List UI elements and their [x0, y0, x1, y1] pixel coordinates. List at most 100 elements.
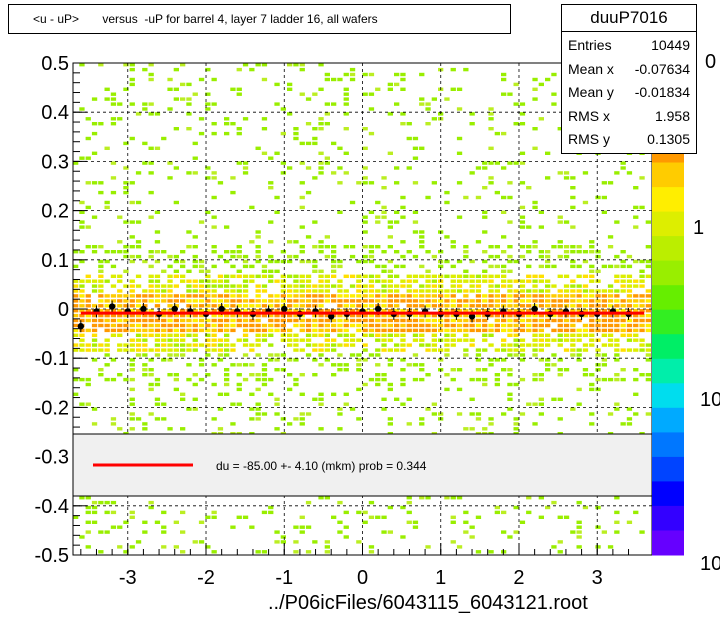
heatmap-cell	[104, 363, 110, 367]
heatmap-cell	[362, 294, 368, 298]
heatmap-cell	[142, 353, 148, 357]
colorbar-labels: 0 1 10 10	[693, 51, 720, 575]
colorbar-segment	[652, 432, 684, 458]
heatmap-cell	[614, 353, 620, 357]
heatmap-cell	[274, 402, 280, 406]
heatmap-cell	[475, 240, 482, 244]
heatmap-cell	[626, 284, 633, 288]
heatmap-cell	[249, 363, 255, 367]
heatmap-cell	[438, 294, 444, 298]
heatmap-cell	[242, 323, 249, 328]
heatmap-cell	[249, 67, 255, 72]
heatmap-cell	[337, 530, 343, 534]
heatmap-cell	[633, 510, 639, 515]
heatmap-cell	[400, 284, 406, 288]
heatmap-cell	[557, 171, 563, 175]
heatmap-cell	[375, 515, 381, 519]
heatmap-cell	[368, 500, 375, 505]
heatmap-cell	[324, 161, 330, 165]
heatmap-cell	[488, 422, 494, 426]
heatmap-cell	[211, 338, 217, 342]
heatmap-cell	[387, 274, 393, 278]
heatmap-cell	[192, 540, 198, 544]
heatmap-cell	[91, 151, 98, 155]
heatmap-cell	[513, 161, 519, 165]
heatmap-cell	[456, 87, 463, 91]
heatmap-cell	[368, 318, 375, 323]
heatmap-cell	[173, 294, 179, 298]
heatmap-cell	[261, 264, 268, 269]
heatmap-cell	[79, 309, 85, 313]
heatmap-cell	[324, 343, 330, 347]
heatmap-cell	[538, 117, 544, 121]
heatmap-cell	[463, 318, 469, 323]
heatmap-cell	[570, 294, 576, 298]
heatmap-cell	[186, 112, 192, 116]
heatmap-cell	[173, 304, 179, 308]
heatmap-cell	[148, 505, 154, 510]
heatmap-cell	[261, 368, 268, 372]
heatmap-cell	[186, 318, 192, 323]
heatmap-cell	[368, 131, 375, 136]
heatmap-cell	[633, 215, 639, 219]
heatmap-cell	[192, 284, 198, 288]
heatmap-cell	[148, 72, 154, 77]
heatmap-cell	[519, 289, 526, 293]
heatmap-cell	[173, 333, 179, 337]
heatmap-cell	[507, 373, 513, 377]
heatmap-cell	[161, 348, 167, 352]
stats-value: 10449	[651, 37, 690, 53]
heatmap-cell	[287, 299, 293, 303]
heatmap-cell	[475, 309, 482, 313]
heatmap-cell	[123, 181, 129, 185]
heatmap-cell	[280, 299, 286, 303]
heatmap-cell	[570, 323, 576, 328]
heatmap-cell	[148, 146, 154, 150]
heatmap-cell	[205, 299, 211, 303]
heatmap-cell	[154, 112, 161, 116]
heatmap-cell	[494, 274, 500, 278]
heatmap-cell	[356, 304, 362, 308]
heatmap-cell	[394, 313, 400, 318]
heatmap-cell	[211, 294, 217, 298]
heatmap-cell	[595, 299, 601, 303]
heatmap-cell	[507, 392, 513, 396]
heatmap-cell	[142, 348, 148, 352]
heatmap-cell	[519, 284, 526, 288]
heatmap-cell	[551, 299, 557, 303]
heatmap-cell	[312, 92, 318, 96]
heatmap-cell	[117, 343, 123, 347]
heatmap-cell	[167, 328, 173, 333]
heatmap-cell	[161, 358, 167, 362]
heatmap-cell	[501, 264, 507, 269]
heatmap-cell	[91, 333, 98, 337]
heatmap-cell	[274, 427, 280, 431]
heatmap-cell	[104, 200, 110, 205]
heatmap-cell	[450, 338, 456, 342]
heatmap-cell	[607, 313, 614, 318]
heatmap-cell	[626, 254, 633, 259]
heatmap-cell	[180, 550, 186, 554]
heatmap-cell	[488, 309, 494, 313]
heatmap-cell	[394, 250, 400, 254]
heatmap-cell	[211, 323, 217, 328]
heatmap-cell	[224, 382, 230, 387]
heatmap-cell	[148, 368, 154, 372]
heatmap-cell	[236, 299, 242, 303]
heatmap-cell	[161, 294, 167, 298]
heatmap-cell	[419, 97, 425, 101]
heatmap-cell	[318, 328, 324, 333]
heatmap-cell	[287, 259, 293, 264]
heatmap-cell	[123, 245, 129, 249]
heatmap-cell	[444, 343, 450, 347]
heatmap-cell	[545, 368, 551, 372]
heatmap-cell	[362, 72, 368, 77]
heatmap-cell	[570, 289, 576, 293]
heatmap-cell	[349, 407, 356, 411]
heatmap-cell	[538, 313, 544, 318]
heatmap-cell	[274, 151, 280, 155]
heatmap-cell	[110, 294, 117, 298]
heatmap-cell	[620, 274, 626, 278]
heatmap-cell	[639, 259, 645, 264]
heatmap-cell	[463, 530, 469, 534]
